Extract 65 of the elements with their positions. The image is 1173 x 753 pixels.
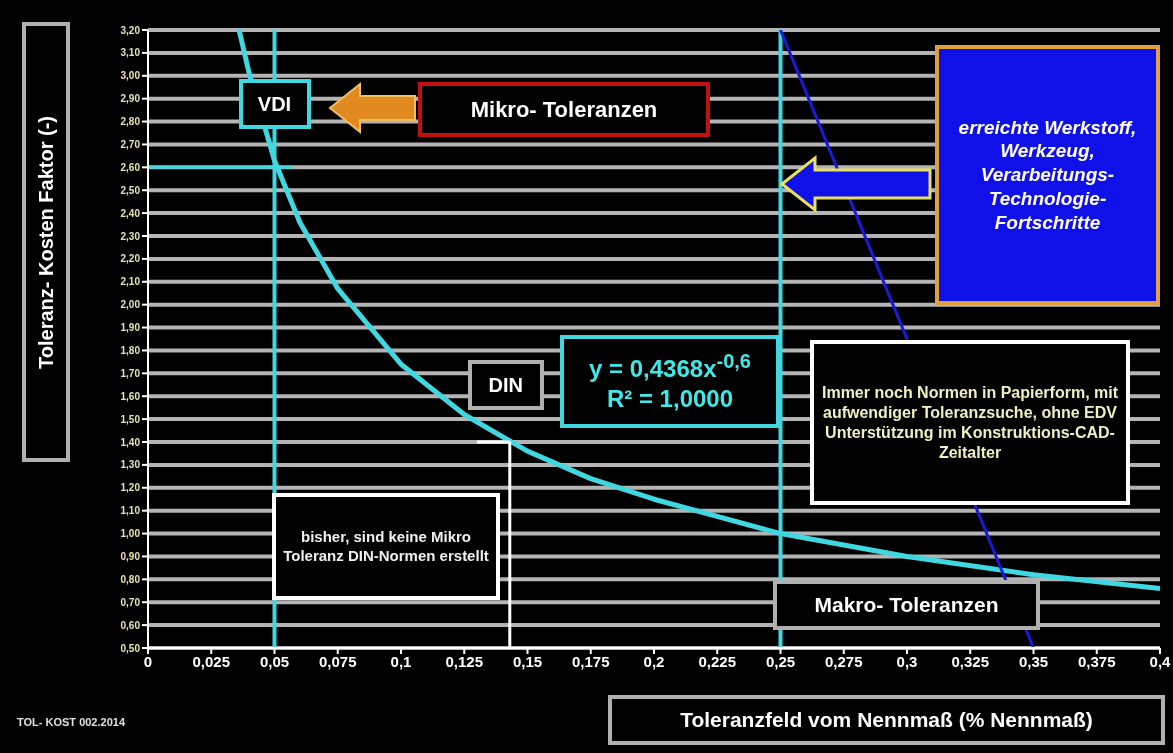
annotation: Mikro- Toleranzen (470, 95, 658, 124)
x-tick-label: 0,375 (1077, 652, 1116, 670)
y-tick-label: 2,10 (120, 276, 141, 288)
y-tick-label: 3,10 (120, 47, 141, 59)
y-tick-label: 0,50 (120, 642, 141, 654)
label-box: Mikro- Toleranzen (418, 82, 710, 137)
annotation: DIN (488, 372, 523, 398)
annotation: erreichte Werkstoff, Werkzeug, Verarbeitungs-Technologie-Fortschritte (957, 115, 1138, 235)
y-tick-label: 3,20 (120, 24, 141, 36)
annotation: Immer noch Normen in Papierform, mit aufwendiger Toleranzsuche, ohne EDV Unterstützung im Konstruktions-CAD-Zeitalter (820, 382, 1120, 463)
x-tick-label: 0,35 (1018, 652, 1049, 670)
y-tick-label: 2,40 (120, 207, 141, 219)
x-tick-label: 0,05 (259, 652, 290, 670)
label-box: DIN (467, 360, 544, 410)
y-tick-label: 2,60 (120, 161, 141, 173)
x-tick-label: 0,025 (192, 652, 231, 670)
label-box: bisher, sind keine Mikro Toleranz DIN-Normen erstellt (272, 493, 500, 600)
y-tick-label: 1,60 (120, 390, 141, 402)
x-tick-label: 0,225 (698, 652, 737, 670)
label-box: y = 0,4368x$^{-0,6}$ R² = 1,0000 (560, 335, 780, 428)
label-box: Makro- Toleranzen (773, 580, 1040, 630)
y-tick-label: 1,30 (120, 459, 141, 471)
x-tick-label: 0 (143, 652, 153, 670)
label-box: erreichte Werkstoff, Werkzeug, Verarbeitungs-Technologie-Fortschritte (935, 45, 1160, 305)
y-tick-label: 1,40 (120, 436, 141, 448)
y-tick-label: 2,20 (120, 253, 141, 265)
x-tick-label: 0,3 (896, 652, 918, 670)
annotation: bisher, sind keine Mikro Toleranz DIN-Normen erstellt (282, 527, 490, 566)
annotation: VDI (257, 91, 292, 117)
y-tick-label: 2,00 (120, 299, 141, 311)
x-tick-label: 0,15 (512, 652, 543, 670)
y-tick-label: 0,70 (120, 596, 141, 608)
x-tick-label: 0,325 (951, 652, 990, 670)
y-tick-label: 2,70 (120, 138, 141, 150)
x-tick-label: 0,175 (571, 652, 610, 670)
x-tick-label: 0,075 (318, 652, 357, 670)
y-tick-label: 3,00 (120, 70, 141, 82)
x-tick-label: 0,1 (390, 652, 412, 670)
text: TOL- KOST 002.2014 (17, 716, 126, 730)
y-tick-label: 0,80 (120, 573, 141, 585)
y-tick-label: 1,10 (120, 505, 141, 517)
label-box: VDI (238, 79, 311, 130)
x-tick-label: 0,25 (765, 652, 796, 670)
annotation: Makro- Toleranzen (814, 591, 999, 618)
y-tick-label: 2,80 (120, 116, 141, 128)
x-tick-label: 0,275 (824, 652, 863, 670)
y-tick-label: 0,90 (120, 550, 141, 562)
y-tick-label: 1,50 (120, 413, 141, 425)
label-box: Toleranz- Kosten Faktor (-) (22, 22, 70, 462)
label-box: Immer noch Normen in Papierform, mit aufwendiger Toleranzsuche, ohne EDV Unterstützung im Konstruktions-CAD-Zeitalter (810, 340, 1130, 505)
y-tick-label: 1,00 (120, 528, 141, 540)
annotation: y = 0,4368x$^{-0,6}$ R² = 1,0000 (589, 349, 751, 414)
y-tick-label: 1,80 (120, 344, 141, 356)
y-tick-label: 1,20 (120, 482, 141, 494)
x-tick-label: 0,125 (445, 652, 484, 670)
y-tick-label: 2,50 (120, 184, 141, 196)
y-tick-label: 2,30 (120, 230, 141, 242)
y-tick-label: 1,70 (120, 367, 141, 379)
y-tick-label: 1,90 (120, 322, 141, 334)
y-axis-title: Toleranz- Kosten Faktor (-) (34, 115, 58, 369)
y-tick-label: 2,90 (120, 93, 141, 105)
x-tick-label: 0,4 (1149, 652, 1172, 670)
x-tick-label: 0,2 (643, 652, 665, 670)
y-tick-label: 0,60 (120, 619, 141, 631)
label-box: Toleranzfeld vom Nennmaß (% Nennmaß) (608, 695, 1165, 745)
